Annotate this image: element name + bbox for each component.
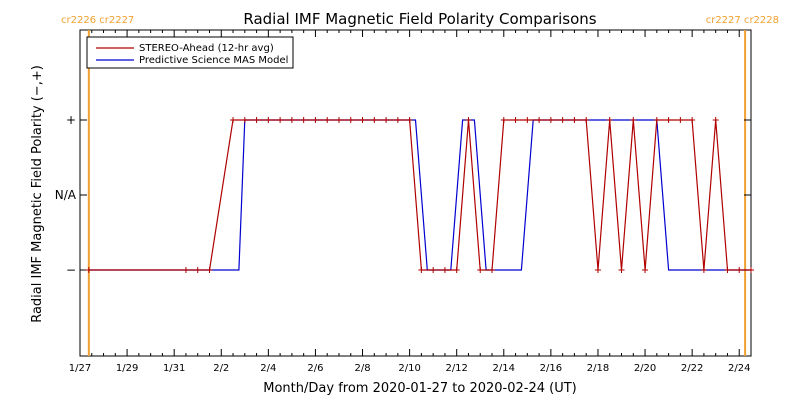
carrington-markers: cr2226 cr2227 cr2227 cr2228	[61, 15, 779, 356]
stereo-ahead-point	[430, 267, 437, 273]
stereo-ahead-point	[571, 117, 578, 123]
carrington-label: cr2227 cr2228	[706, 15, 779, 26]
stereo-ahead-point	[536, 117, 543, 123]
x-tick-label: 2/18	[587, 363, 609, 374]
x-tick-label: 1/29	[116, 363, 138, 374]
stereo-ahead-point	[512, 117, 519, 123]
stereo-ahead-point	[724, 267, 731, 273]
stereo-ahead-point	[265, 117, 272, 123]
y-tick-label: −	[66, 263, 76, 277]
x-axis-label: Month/Day from 2020-01-27 to 2020-02-24 …	[263, 381, 576, 396]
stereo-ahead-point	[594, 267, 601, 273]
stereo-ahead-point	[347, 117, 354, 123]
x-tick-label: 2/20	[634, 363, 656, 374]
stereo-ahead-point	[194, 267, 201, 273]
stereo-ahead-point	[441, 267, 448, 273]
plot-frame	[79, 29, 752, 357]
stereo-ahead-point	[500, 117, 507, 123]
x-tick-label: 2/12	[445, 363, 467, 374]
stereo-ahead-point	[453, 267, 460, 273]
stereo-ahead-point	[618, 267, 625, 273]
y-tick-label: +	[66, 113, 76, 127]
stereo-ahead-point	[206, 267, 213, 273]
x-tick-label: 1/31	[163, 363, 185, 374]
x-tick-label: 2/14	[493, 363, 515, 374]
series-layer	[85, 117, 754, 273]
x-tick-label: 2/6	[307, 363, 323, 374]
carrington-label: cr2226 cr2227	[61, 15, 134, 26]
stereo-ahead-point	[241, 117, 248, 123]
chart-title: Radial IMF Magnetic Field Polarity Compa…	[243, 10, 596, 28]
stereo-ahead-point	[606, 117, 613, 123]
legend-label-mas-model: Predictive Science MAS Model	[139, 55, 288, 66]
x-tick-label: 2/16	[540, 363, 562, 374]
x-tick-label: 1/27	[69, 363, 91, 374]
stereo-ahead-point	[630, 117, 637, 123]
stereo-ahead-point	[653, 117, 660, 123]
x-tick-label: 2/10	[398, 363, 420, 374]
stereo-ahead-point	[300, 117, 307, 123]
y-tick-label: N/A	[55, 188, 77, 202]
stereo-ahead-point	[288, 117, 295, 123]
stereo-ahead-point	[371, 117, 378, 123]
stereo-ahead-point	[642, 267, 649, 273]
stereo-ahead-point	[524, 117, 531, 123]
stereo-ahead-point	[489, 267, 496, 273]
stereo-ahead-point	[383, 117, 390, 123]
x-tick-label: 2/8	[354, 363, 370, 374]
stereo-ahead-point	[324, 117, 331, 123]
stereo-ahead-point	[277, 117, 284, 123]
stereo-ahead-point	[406, 117, 413, 123]
stereo-ahead-point	[85, 267, 92, 273]
stereo-ahead-point	[182, 267, 189, 273]
x-axis: 1/27 1/29 1/31 2/2 2/4 2/6 2/8 2/10 2/12 2/14 2/16…	[69, 30, 752, 374]
stereo-ahead-point	[712, 117, 719, 123]
legend-label-stereo: STEREO-Ahead (12-hr avg)	[139, 43, 274, 54]
stereo-ahead-point	[559, 117, 566, 123]
y-axis-label: Radial IMF Magnetic Field Polarity (−,+)	[30, 65, 45, 323]
stereo-ahead-point	[665, 117, 672, 123]
stereo-ahead-point	[689, 117, 696, 123]
stereo-ahead-point	[477, 267, 484, 273]
x-tick-label: 2/4	[260, 363, 276, 374]
stereo-ahead-point	[736, 267, 743, 273]
stereo-ahead-point	[748, 267, 754, 273]
legend: STEREO-Ahead (12-hr avg) Predictive Scie…	[86, 36, 294, 69]
x-tick-label: 2/22	[681, 363, 703, 374]
stereo-ahead-point	[700, 267, 707, 273]
stereo-ahead-point	[253, 117, 260, 123]
stereo-ahead-point	[547, 117, 554, 123]
stereo-ahead-point	[312, 117, 319, 123]
stereo-ahead-point	[677, 117, 684, 123]
x-tick-label: 2/2	[213, 363, 229, 374]
stereo-ahead-point	[418, 267, 425, 273]
x-tick-label: 2/24	[728, 363, 750, 374]
stereo-ahead-point	[394, 117, 401, 123]
y-axis: + N/A −	[55, 113, 751, 277]
stereo-ahead-point	[335, 117, 342, 123]
stereo-ahead-point	[230, 117, 237, 123]
stereo-ahead-point	[465, 117, 472, 123]
stereo-ahead-point	[583, 117, 590, 123]
stereo-ahead-point	[359, 117, 366, 123]
legend-box	[86, 36, 294, 69]
